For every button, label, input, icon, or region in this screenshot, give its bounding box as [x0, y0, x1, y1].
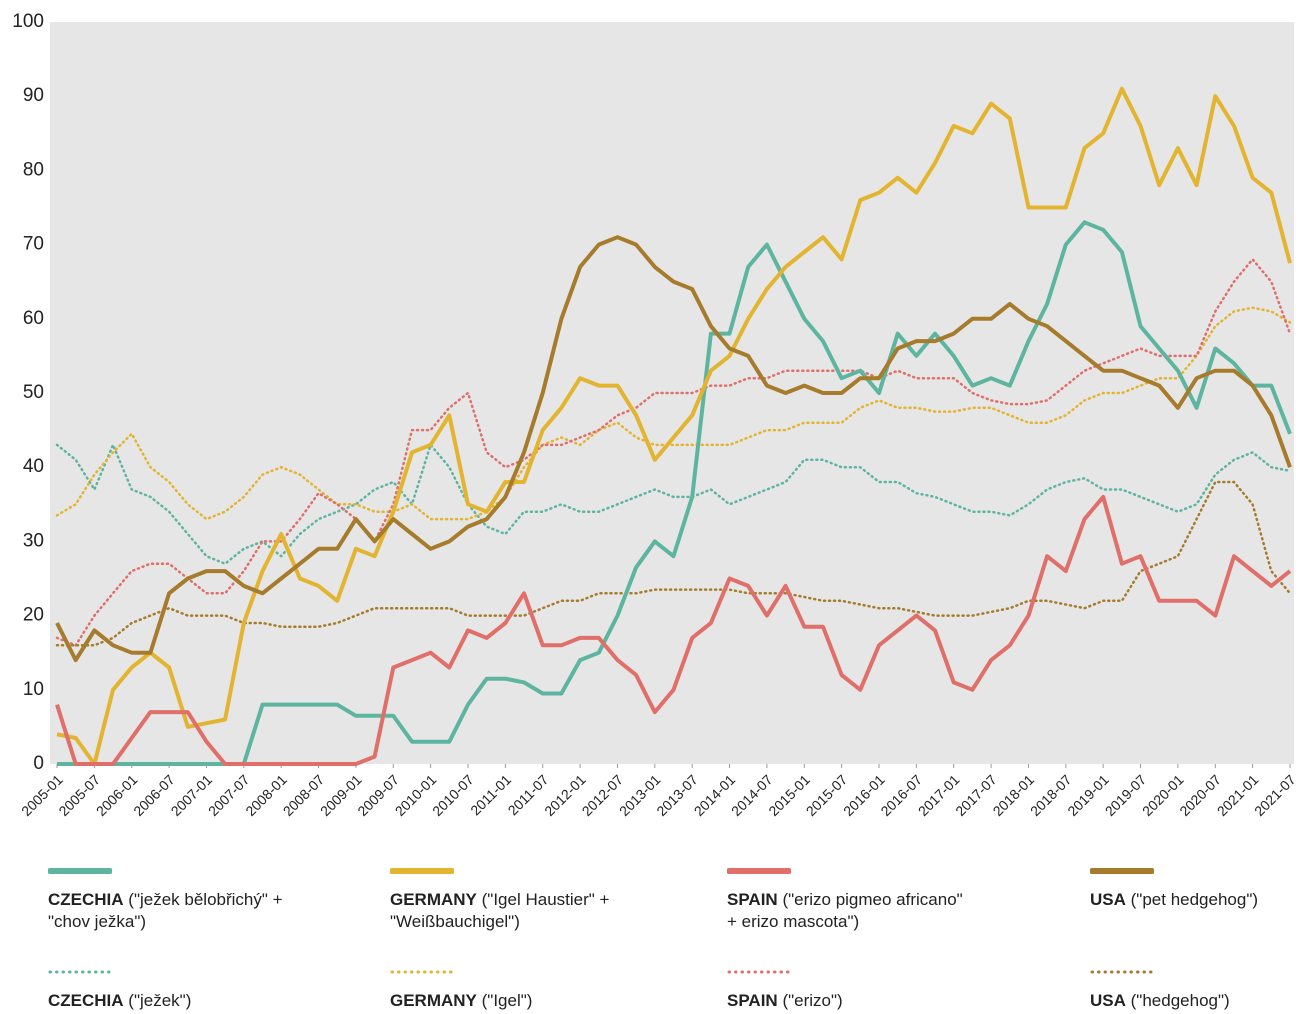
- y-tick-label: 10: [23, 679, 44, 700]
- legend-entry: SPAIN ("erizo"): [727, 990, 977, 1012]
- legend-swatch: [727, 868, 791, 874]
- x-tick-label: 2021-07: [1251, 771, 1299, 819]
- legend-swatch: [390, 868, 454, 874]
- y-tick-label: 50: [23, 382, 44, 403]
- legend-swatch: [48, 970, 112, 974]
- legend-swatch: [48, 868, 112, 874]
- series-line: [55, 306, 1292, 521]
- legend-entry: USA ("hedgehog"): [1090, 990, 1300, 1012]
- series-line: [55, 480, 1292, 647]
- y-tick-label: 60: [23, 308, 44, 329]
- legend-country: GERMANY: [390, 890, 477, 909]
- legend-term: ("Igel"): [481, 991, 533, 1010]
- legend-country: CZECHIA: [48, 991, 124, 1010]
- y-tick-label: 100: [12, 11, 44, 32]
- legend-swatch: [390, 970, 454, 974]
- series-line: [56, 86, 1292, 766]
- y-tick-label: 0: [33, 753, 44, 774]
- y-tick-label: 70: [23, 234, 44, 255]
- x-tick-label: 2010-07: [429, 771, 477, 819]
- legend-entry: GERMANY ("Igel Haustier" + "Weißbauchige…: [390, 889, 640, 933]
- legend-term: ("hedgehog"): [1130, 991, 1230, 1010]
- legend-term: ("erizo"): [782, 991, 843, 1010]
- y-tick-label: 90: [23, 85, 44, 106]
- legend-term: ("pet hedgehog"): [1130, 890, 1259, 909]
- legend-term: ("erizo pigmeo africano" + erizo mascota…: [727, 890, 963, 931]
- legend-entry: GERMANY ("Igel"): [390, 990, 640, 1012]
- legend-term: ("ježek"): [128, 991, 192, 1010]
- legend-country: USA: [1090, 890, 1126, 909]
- legend-entry: CZECHIA ("ježek bělobřichý" + "chov ježk…: [48, 889, 318, 933]
- series-line: [57, 220, 1292, 766]
- legend-swatch: [1090, 970, 1154, 974]
- legend-country: SPAIN: [727, 991, 778, 1010]
- chart: 01020304050607080901002005-012005-072006…: [12, 11, 1299, 819]
- legend-country: USA: [1090, 991, 1126, 1010]
- series-line: [55, 443, 1292, 565]
- y-tick-label: 40: [23, 456, 44, 477]
- legend-swatch: [1090, 868, 1154, 874]
- y-tick-label: 80: [23, 159, 44, 180]
- legend-term: ("Igel Haustier" + "Weißbauchigel"): [390, 890, 610, 931]
- series-line: [55, 258, 1292, 647]
- legend-term: ("ježek bělobřichý" + "chov ježka"): [48, 890, 283, 931]
- x-tick-label: 2011-01: [467, 771, 514, 818]
- legend-entry: CZECHIA ("ježek"): [48, 990, 318, 1012]
- legend-entry: SPAIN ("erizo pigmeo africano" + erizo m…: [727, 889, 977, 933]
- y-tick-label: 20: [23, 605, 44, 626]
- legend-country: CZECHIA: [48, 890, 124, 909]
- series-line: [55, 494, 1292, 766]
- legend-country: SPAIN: [727, 890, 778, 909]
- legend-swatch: [727, 970, 791, 974]
- legend-country: GERMANY: [390, 991, 477, 1010]
- legend-entry: USA ("pet hedgehog"): [1090, 889, 1300, 911]
- y-tick-label: 30: [23, 530, 44, 551]
- series-line: [55, 235, 1292, 663]
